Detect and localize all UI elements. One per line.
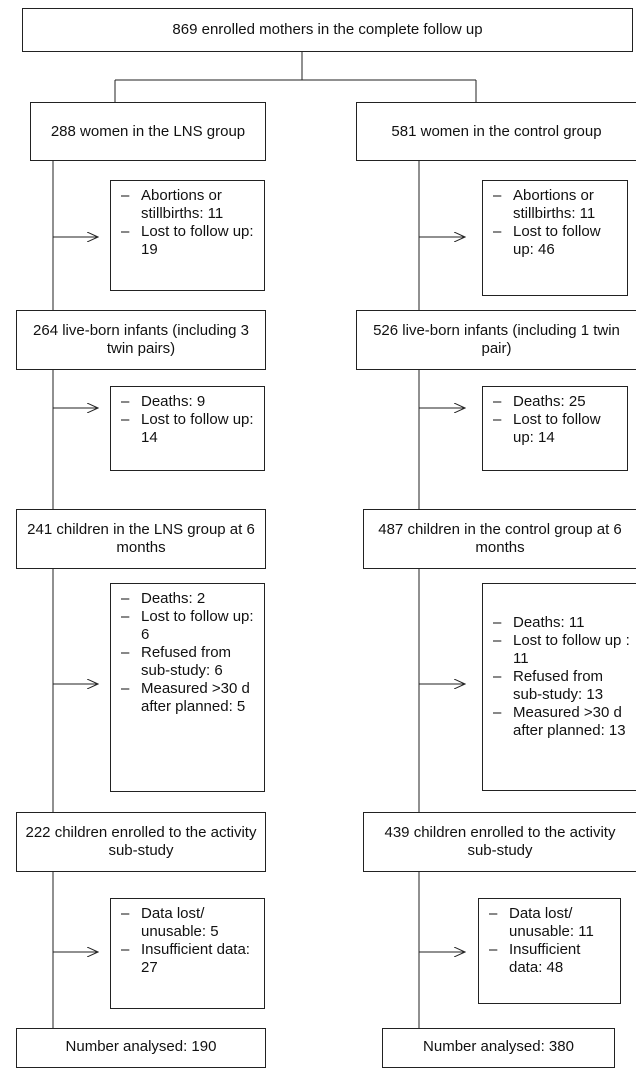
lns-excl3-item: Refused from sub-study: 6 [119,644,258,680]
lns-six-months-box: 241 children in the LNS group at 6 month… [16,509,266,569]
enrolled-mothers-text: 869 enrolled mothers in the complete fol… [172,21,483,38]
control-substudy-text: 439 children enrolled to the activity su… [384,824,616,859]
control-liveborn-box: 526 live-born infants (including 1 twin … [356,310,636,370]
control-exclusion-box-2: Deaths: 25 Lost to follow up: 14 [482,386,628,471]
lns-excl2-item: Lost to follow up: 14 [119,411,258,447]
enrolled-mothers-box: 869 enrolled mothers in the complete fol… [22,8,633,52]
control-excl4-item: Insufficient data: 48 [487,941,614,977]
control-women-box: 581 women in the control group [356,102,636,161]
lns-substudy-text: 222 children enrolled to the activity su… [25,824,257,859]
control-analysed-text: Number analysed: 380 [423,1038,574,1055]
control-liveborn-text: 526 live-born infants (including 1 twin … [373,322,620,357]
control-excl2-item: Lost to follow up: 14 [491,411,621,447]
control-excl3-item: Deaths: 11 [491,614,630,632]
lns-substudy-box: 222 children enrolled to the activity su… [16,812,266,872]
lns-women-box: 288 women in the LNS group [30,102,266,161]
lns-exclusion-box-4: Data lost/ unusable: 5 Insufficient data… [110,898,265,1009]
lns-excl3-item: Lost to follow up: 6 [119,608,258,644]
lns-excl3-item: Measured >30 d after planned: 5 [119,680,258,716]
lns-excl1-item: Abortions or stillbirths: 11 [119,187,258,223]
control-exclusion-box-3: Deaths: 11 Lost to follow up : 11 Refuse… [482,583,636,791]
lns-liveborn-box: 264 live-born infants (including 3 twin … [16,310,266,370]
lns-excl2-item: Deaths: 9 [119,393,258,411]
lns-excl4-item: Data lost/ unusable: 5 [119,905,258,941]
lns-exclusion-box-1: Abortions or stillbirths: 11 Lost to fol… [110,180,265,291]
lns-women-text: 288 women in the LNS group [50,122,246,140]
lns-six-months-text: 241 children in the LNS group at 6 month… [27,521,255,556]
control-excl1-item: Lost to follow up: 46 [491,223,621,259]
control-six-months-text: 487 children in the control group at 6 m… [378,521,622,556]
control-six-months-box: 487 children in the control group at 6 m… [363,509,636,569]
control-excl3-item: Refused from sub-study: 13 [491,668,630,704]
control-excl1-item: Abortions or stillbirths: 11 [491,187,621,223]
control-exclusion-box-1: Abortions or stillbirths: 11 Lost to fol… [482,180,628,296]
lns-liveborn-text: 264 live-born infants (including 3 twin … [33,322,249,357]
lns-excl3-item: Deaths: 2 [119,590,258,608]
control-excl4-item: Data lost/ unusable: 11 [487,905,614,941]
lns-excl4-item: Insufficient data: 27 [119,941,258,977]
control-excl2-item: Deaths: 25 [491,393,621,411]
control-substudy-box: 439 children enrolled to the activity su… [363,812,636,872]
control-exclusion-box-4: Data lost/ unusable: 11 Insufficient dat… [478,898,621,1004]
control-excl3-item: Measured >30 d after planned: 13 [491,704,630,740]
control-women-text: 581 women in the control group [391,122,602,140]
control-analysed-box: Number analysed: 380 [382,1028,615,1068]
lns-excl1-item: Lost to follow up: 19 [119,223,258,259]
lns-analysed-box: Number analysed: 190 [16,1028,266,1068]
lns-analysed-text: Number analysed: 190 [65,1038,217,1055]
control-excl3-item: Lost to follow up : 11 [491,632,630,668]
lns-exclusion-box-2: Deaths: 9 Lost to follow up: 14 [110,386,265,471]
lns-exclusion-box-3: Deaths: 2 Lost to follow up: 6 Refused f… [110,583,265,792]
